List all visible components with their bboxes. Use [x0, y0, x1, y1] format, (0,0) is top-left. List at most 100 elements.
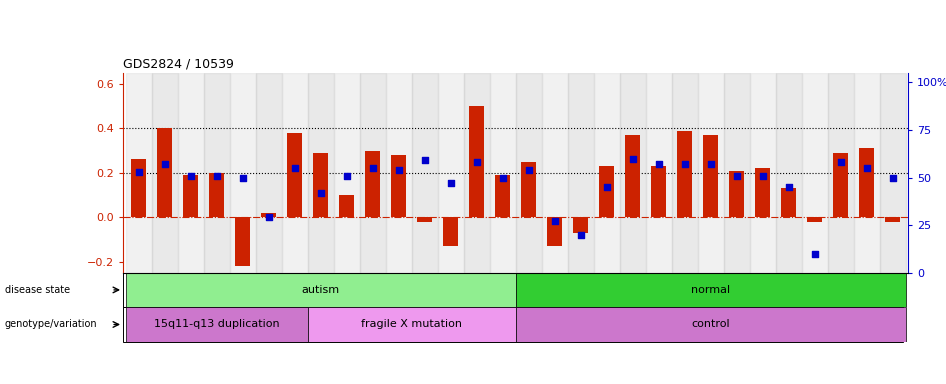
- Bar: [438, 73, 464, 273]
- Bar: [624, 135, 640, 217]
- Bar: [287, 133, 303, 217]
- Point: [833, 159, 849, 166]
- Point: [599, 184, 614, 190]
- Bar: [801, 73, 828, 273]
- Point: [755, 172, 770, 179]
- Bar: [807, 217, 822, 222]
- Point: [339, 172, 354, 179]
- Text: fragile X mutation: fragile X mutation: [361, 319, 462, 329]
- Point: [443, 180, 458, 186]
- Point: [157, 161, 172, 167]
- Bar: [255, 73, 282, 273]
- Bar: [495, 175, 511, 217]
- Point: [261, 214, 276, 220]
- Bar: [464, 73, 490, 273]
- Bar: [235, 217, 251, 266]
- Point: [365, 165, 380, 171]
- Bar: [541, 73, 568, 273]
- Bar: [780, 188, 797, 217]
- Text: control: control: [692, 319, 730, 329]
- Bar: [516, 307, 905, 342]
- Point: [781, 184, 797, 190]
- Text: disease state: disease state: [5, 285, 70, 295]
- Bar: [307, 73, 334, 273]
- Point: [807, 250, 822, 257]
- Bar: [697, 73, 724, 273]
- Point: [235, 174, 250, 180]
- Bar: [832, 153, 849, 217]
- Bar: [157, 128, 172, 217]
- Bar: [313, 153, 328, 217]
- Text: 15q11-q13 duplication: 15q11-q13 duplication: [154, 319, 279, 329]
- Bar: [520, 162, 536, 217]
- Bar: [645, 73, 672, 273]
- Bar: [282, 73, 307, 273]
- Bar: [261, 213, 276, 217]
- Bar: [568, 73, 593, 273]
- Bar: [620, 73, 645, 273]
- Bar: [386, 73, 412, 273]
- Bar: [490, 73, 516, 273]
- Bar: [859, 148, 874, 217]
- Point: [391, 167, 406, 173]
- Point: [287, 165, 302, 171]
- Bar: [672, 73, 697, 273]
- Point: [729, 172, 745, 179]
- Bar: [209, 173, 224, 217]
- Point: [469, 159, 484, 166]
- Bar: [676, 131, 692, 217]
- Bar: [516, 73, 541, 273]
- Bar: [151, 73, 178, 273]
- Text: autism: autism: [302, 285, 340, 295]
- Point: [183, 172, 198, 179]
- Point: [703, 161, 718, 167]
- Bar: [469, 106, 484, 217]
- Point: [417, 157, 432, 164]
- Bar: [339, 195, 355, 217]
- Point: [495, 174, 510, 180]
- Point: [859, 165, 874, 171]
- Bar: [126, 273, 516, 307]
- Bar: [728, 170, 745, 217]
- Point: [573, 232, 588, 238]
- Bar: [572, 217, 588, 233]
- Bar: [443, 217, 459, 246]
- Point: [677, 161, 692, 167]
- Bar: [703, 135, 718, 217]
- Bar: [334, 73, 359, 273]
- Bar: [885, 217, 901, 222]
- Point: [209, 172, 224, 179]
- Bar: [391, 155, 407, 217]
- Bar: [307, 307, 516, 342]
- Bar: [417, 217, 432, 222]
- Bar: [203, 73, 230, 273]
- Bar: [365, 151, 380, 217]
- Bar: [359, 73, 386, 273]
- Bar: [853, 73, 880, 273]
- Bar: [724, 73, 749, 273]
- Bar: [126, 73, 151, 273]
- Point: [547, 218, 562, 224]
- Point: [651, 161, 666, 167]
- Bar: [230, 73, 255, 273]
- Bar: [599, 166, 614, 217]
- Point: [313, 190, 328, 196]
- Bar: [749, 73, 776, 273]
- Point: [625, 156, 640, 162]
- Bar: [412, 73, 438, 273]
- Bar: [776, 73, 801, 273]
- Point: [521, 167, 536, 173]
- Bar: [755, 168, 770, 217]
- Text: GDS2824 / 10539: GDS2824 / 10539: [123, 57, 234, 70]
- Bar: [183, 175, 199, 217]
- Bar: [547, 217, 562, 246]
- Point: [131, 169, 146, 175]
- Bar: [880, 73, 905, 273]
- Text: genotype/variation: genotype/variation: [5, 319, 97, 329]
- Bar: [651, 166, 666, 217]
- Bar: [131, 159, 147, 217]
- Text: normal: normal: [691, 285, 730, 295]
- Bar: [516, 273, 905, 307]
- Bar: [593, 73, 620, 273]
- Bar: [178, 73, 203, 273]
